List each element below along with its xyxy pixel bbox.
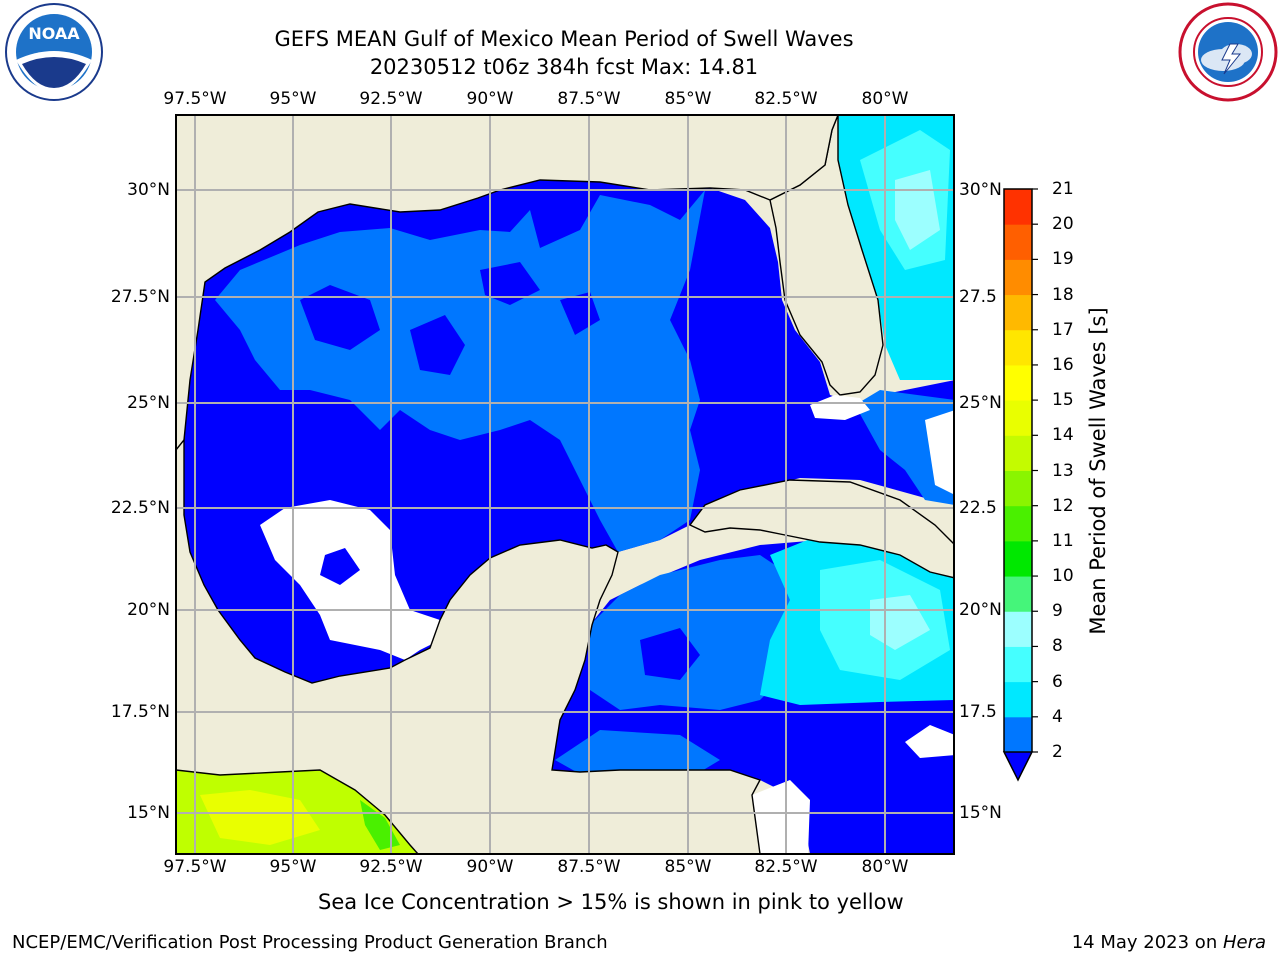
colorbar-segment (1004, 646, 1032, 683)
colorbar-segment (1004, 294, 1032, 331)
sea-ice-note: Sea Ice Concentration > 15% is shown in … (318, 890, 904, 914)
colorbar-tick-label: 18 (1052, 284, 1074, 305)
graticule (176, 115, 954, 854)
lat-tick-left: 30°N (127, 180, 170, 200)
lat-tick-right: 27.5 (959, 287, 997, 307)
colorbar-tick-label: 20 (1052, 214, 1074, 235)
colorbar-tick-label: 6 (1052, 671, 1063, 692)
lat-tick-left: 27.5°N (110, 287, 170, 307)
colorbar-segment (1004, 259, 1032, 296)
colorbar-segment (1004, 329, 1032, 366)
noaa-logo: NOAA (5, 3, 103, 101)
colorbar-tick-label: 17 (1052, 319, 1074, 340)
lon-tick-top: 85°W (664, 89, 712, 109)
colorbar-tick-label: 9 (1052, 601, 1063, 622)
lon-tick-top: 87.5°W (557, 89, 621, 109)
colorbar-tick-label: 13 (1052, 460, 1074, 481)
colorbar-segment (1004, 364, 1032, 401)
lat-tick-right: 25°N (959, 393, 1002, 413)
lon-tick-top: 92.5°W (359, 89, 423, 109)
footer-credit: NCEP/EMC/Verification Post Processing Pr… (12, 932, 608, 953)
colorbar-tick-label: 11 (1052, 530, 1074, 551)
colorbar-tick-label: 12 (1052, 495, 1074, 516)
chart-subtitle: 20230512 t06z 384h fcst Max: 14.81 (369, 55, 759, 79)
footer-date-text: 14 May 2023 on (1071, 932, 1223, 953)
colorbar-segment (1004, 611, 1032, 647)
colorbar-tick-label: 2 (1052, 742, 1063, 762)
lon-tick-bottom: 92.5°W (359, 857, 423, 877)
colorbar-segment (1004, 224, 1032, 260)
lat-tick-left: 22.5°N (110, 498, 170, 518)
cuba-land (688, 479, 954, 579)
footer-machine: Hera (1222, 932, 1266, 953)
colorbar-segment (1004, 470, 1032, 507)
colorbar-tick-label: 19 (1052, 249, 1074, 270)
us-gulf-coast-land (176, 115, 839, 452)
colorbar-tick-label: 8 (1052, 636, 1063, 657)
colorbar-segment (1004, 576, 1032, 612)
colorbar (1002, 188, 1038, 782)
lon-tick-top: 97.5°W (163, 89, 227, 109)
lon-tick-bottom: 90°W (466, 857, 514, 877)
lon-tick-top: 95°W (269, 89, 317, 109)
lon-tick-bottom: 85°W (664, 857, 712, 877)
lon-tick-top: 80°W (861, 89, 909, 109)
lon-tick-bottom: 80°W (861, 857, 909, 877)
lat-tick-left: 20°N (127, 600, 170, 620)
colorbar-label: Mean Period of Swell Waves [s] (1086, 307, 1110, 635)
colorbar-segment (1004, 716, 1032, 753)
colorbar-segment (1004, 435, 1032, 471)
colorbar-tick-label: 15 (1052, 390, 1074, 411)
lat-tick-right: 15°N (959, 803, 1002, 823)
gulf-water-mid-period (215, 190, 705, 552)
lon-tick-bottom: 97.5°W (163, 857, 227, 877)
lat-tick-left: 15°N (127, 803, 170, 823)
colorbar-tick-label: 16 (1052, 354, 1074, 375)
colorbar-segment (1004, 681, 1032, 718)
chart-title: GEFS MEAN Gulf of Mexico Mean Period of … (274, 27, 854, 51)
colorbar-segment (1004, 189, 1032, 225)
lon-tick-top: 90°W (466, 89, 514, 109)
lon-tick-bottom: 87.5°W (557, 857, 621, 877)
colorbar-tick-label: 21 (1052, 179, 1074, 199)
nws-logo (1178, 2, 1278, 102)
colorbar-tick-label: 10 (1052, 566, 1074, 587)
lat-tick-right: 22.5 (959, 498, 997, 518)
colorbar-segment (1004, 505, 1032, 542)
colorbar-segment (1004, 540, 1032, 577)
colorbar-tick-label: 4 (1052, 706, 1063, 727)
colorbar-extend-arrow (1002, 751, 1034, 782)
lon-tick-top: 82.5°W (754, 89, 818, 109)
lon-tick-bottom: 95°W (269, 857, 317, 877)
lon-tick-bottom: 82.5°W (754, 857, 818, 877)
noaa-logo-text: NOAA (28, 24, 80, 43)
lat-tick-right: 17.5 (959, 702, 997, 722)
lat-tick-right: 30°N (959, 180, 1002, 200)
colorbar-tick-label: 14 (1052, 425, 1074, 446)
no-data-area (260, 500, 440, 660)
colorbar-segment (1004, 400, 1032, 436)
lat-tick-left: 25°N (127, 393, 170, 413)
mexico-land (176, 438, 762, 854)
footer-date: 14 May 2023 on Hera (1072, 932, 1266, 953)
lat-tick-left: 17.5°N (110, 702, 170, 722)
lat-tick-right: 20°N (959, 600, 1002, 620)
